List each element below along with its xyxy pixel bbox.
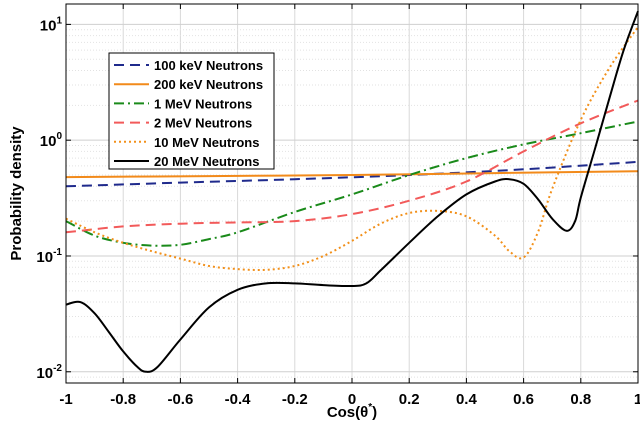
ticks: [65, 4, 639, 383]
x-tick-label: -0.2: [282, 391, 308, 408]
grid: [65, 4, 639, 383]
series-layer: [65, 10, 639, 373]
x-tick-label: -0.4: [225, 391, 252, 408]
y-tick-label: 10-1: [36, 247, 62, 266]
series-line-3: [65, 99, 639, 234]
legend-label-2: 1 MeV Neutrons: [154, 96, 252, 111]
series-line-1: [65, 170, 639, 179]
y-tick-label: 10-2: [36, 363, 62, 382]
x-axis-label: Cos(θ*): [327, 402, 377, 421]
x-tick-label: -1: [59, 391, 72, 408]
x-tick-label: 0.2: [399, 391, 420, 408]
y-tick-base: 10: [40, 17, 57, 34]
y-axis-label: Probability density: [8, 126, 25, 261]
x-tick-label: -0.6: [167, 391, 193, 408]
legend-label-3: 2 MeV Neutrons: [154, 116, 252, 131]
x-tick-label: -0.8: [110, 391, 136, 408]
legend-label-5: 20 MeV Neutrons: [154, 154, 259, 169]
legend-label-1: 200 keV Neutrons: [154, 77, 263, 92]
y-tick-exponent: 0: [56, 131, 62, 142]
x-tick-label: 0.8: [570, 391, 591, 408]
series-line-0: [65, 160, 639, 188]
x-tick-label: 0.6: [513, 391, 534, 408]
x-tick-labels: -1 -0.8 -0.6 -0.4 -0.2 0 0.2 0.4 0.6 0.8 1: [59, 391, 640, 408]
y-tick-exponent: -1: [53, 247, 62, 258]
legend-label-0: 100 keV Neutrons: [154, 58, 263, 73]
y-tick-label: 101: [40, 15, 63, 34]
legend-box: [108, 52, 275, 170]
y-tick-exponent: -2: [53, 363, 62, 374]
x-tick-label: 0.4: [456, 391, 478, 408]
y-tick-base: 10: [36, 365, 53, 382]
legend: 100 keV Neutrons 200 keV Neutrons 1 MeV Ne…: [108, 52, 275, 170]
x-tick-label: 0: [348, 391, 356, 408]
series-line-5: [65, 10, 639, 373]
x-tick-label: 1: [634, 391, 640, 408]
y-tick-base: 10: [40, 133, 57, 150]
y-tick-exponent: 1: [56, 15, 62, 26]
y-tick-base: 10: [36, 249, 53, 266]
y-tick-label: 100: [40, 131, 63, 150]
legend-label-4: 10 MeV Neutrons: [154, 135, 259, 150]
